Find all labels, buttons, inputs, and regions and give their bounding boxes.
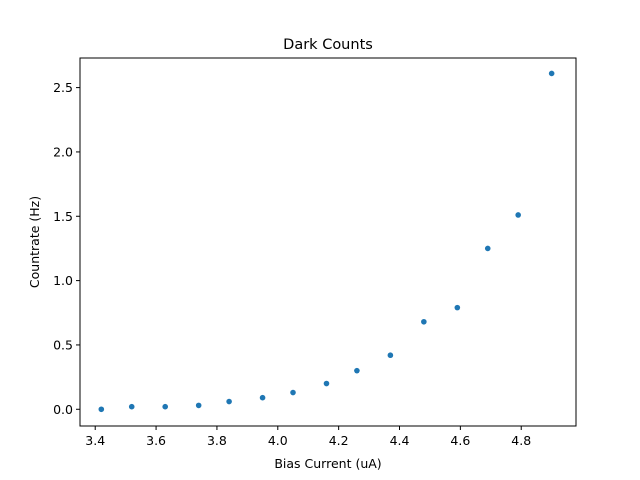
x-tick-label: 4.0: [268, 433, 288, 448]
data-point: [484, 245, 491, 252]
data-point: [162, 403, 169, 410]
data-point: [515, 212, 521, 218]
x-axis-label: Bias Current (uA): [274, 456, 381, 471]
x-tick-label: 4.8: [511, 433, 531, 448]
plot-area-frame: [79, 57, 577, 427]
data-point: [290, 389, 296, 396]
y-tick-label: 1.0: [53, 273, 73, 288]
y-axis-label: Countrate (Hz): [27, 196, 42, 288]
data-point: [454, 304, 461, 311]
y-axis-ticks: 0.0 0.5 1.0 1.5 2.0 2.5: [53, 80, 80, 417]
data-point: [226, 398, 232, 405]
y-tick-label: 0.5: [53, 337, 73, 352]
data-point: [323, 380, 330, 387]
chart-title: Dark Counts: [283, 37, 373, 53]
data-point: [548, 70, 555, 77]
x-tick-label: 4.2: [329, 433, 349, 448]
y-tick-label: 1.5: [53, 209, 73, 224]
data-point: [387, 352, 394, 359]
x-tick-label: 3.8: [207, 433, 227, 448]
data-point: [128, 403, 135, 410]
data-points: [98, 70, 555, 413]
y-tick-label: 2.0: [53, 144, 73, 159]
x-tick-label: 4.6: [450, 433, 470, 448]
x-axis-ticks: 3.4 3.6 3.8 4.0 4.2 4.4 4.6 4.8: [85, 426, 531, 448]
x-tick-label: 3.6: [146, 433, 166, 448]
y-tick-label: 0.0: [53, 402, 73, 417]
x-tick-label: 3.4: [85, 433, 105, 448]
data-point: [354, 367, 360, 374]
data-point: [259, 394, 266, 401]
x-tick-label: 4.4: [390, 433, 410, 448]
data-point: [195, 402, 202, 409]
data-point: [421, 318, 427, 325]
y-tick-label: 2.5: [53, 80, 73, 95]
data-point: [98, 406, 105, 413]
